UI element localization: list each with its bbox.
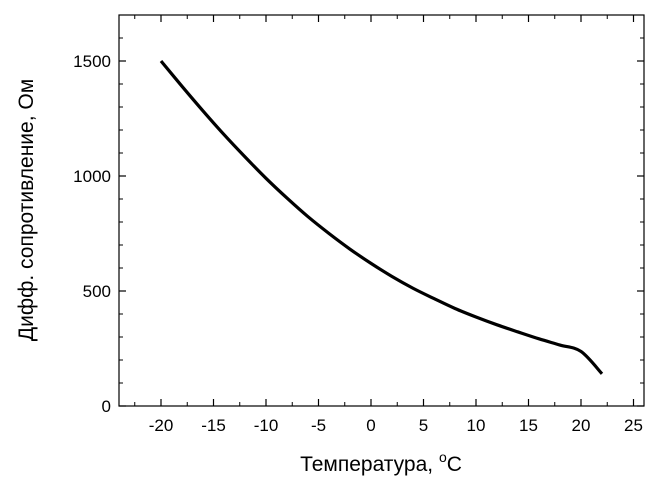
plot-frame	[118, 14, 645, 407]
y-tick-label: 1500	[73, 52, 111, 71]
x-tick-label: -15	[201, 416, 226, 435]
y-tick-labels: 0 500 1000 1500	[73, 52, 111, 416]
x-tick-label: -20	[149, 416, 174, 435]
y-tick-label: 500	[83, 282, 111, 301]
y-axis-title: Дифф. сопротивление, Ом	[15, 79, 38, 341]
series-line	[159, 59, 604, 375]
x-tick-label: -5	[311, 416, 326, 435]
x-tick-label: 0	[366, 416, 375, 435]
series-lines	[159, 59, 604, 375]
x-tick-label: 20	[572, 416, 591, 435]
y-tick-label: 0	[102, 397, 111, 416]
minor-ticks	[119, 14, 644, 406]
x-axis-title-text: Температура,	[300, 453, 439, 476]
x-tick-label: 5	[419, 416, 428, 435]
x-tick-label: 10	[467, 416, 486, 435]
x-axis-title-degree: o	[439, 449, 447, 465]
x-tick-label: 25	[624, 416, 643, 435]
x-tick-labels: -20 -15 -10 -5 0 5 10 15 20 25	[149, 416, 643, 435]
x-axis-title: Температура, oC	[300, 449, 462, 476]
x-tick-label: -10	[254, 416, 279, 435]
major-ticks	[119, 15, 644, 407]
x-axis-title-unit: C	[447, 453, 462, 476]
x-tick-label: 15	[519, 416, 538, 435]
y-tick-label: 1000	[73, 167, 111, 186]
